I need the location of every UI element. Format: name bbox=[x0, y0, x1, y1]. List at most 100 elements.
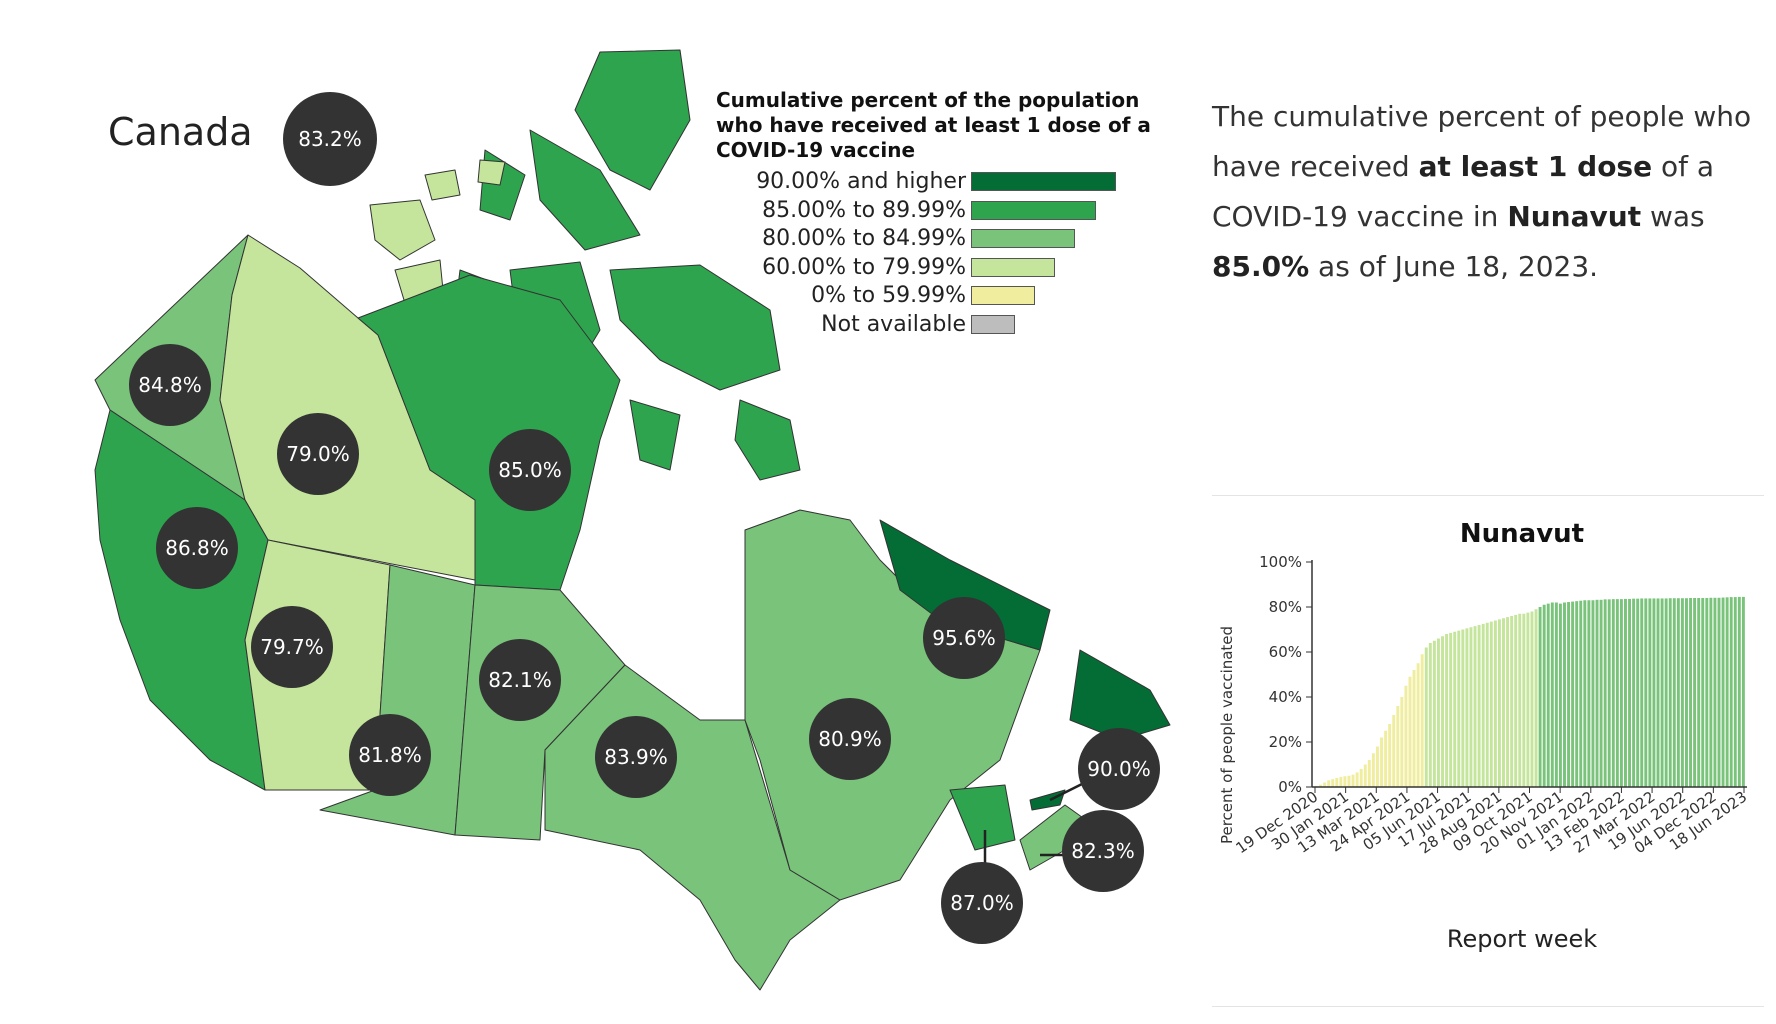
chart-bar bbox=[1465, 628, 1469, 788]
chart-bar bbox=[1575, 601, 1579, 787]
chart-bar bbox=[1644, 598, 1648, 787]
chart-bar bbox=[1457, 630, 1461, 788]
svg-text:95.6%: 95.6% bbox=[932, 626, 996, 650]
chart-bar bbox=[1697, 598, 1701, 787]
badge-newfoundland-labrador: 95.6% bbox=[923, 597, 1005, 679]
chart-bar bbox=[1371, 753, 1375, 787]
chart-bar bbox=[1530, 611, 1534, 787]
chart-bar bbox=[1506, 617, 1510, 788]
chart-bar bbox=[1611, 599, 1615, 788]
summary-text: The cumulative percent of people who hav… bbox=[1212, 92, 1764, 292]
chart-bar bbox=[1526, 612, 1530, 788]
chart-bar bbox=[1449, 632, 1453, 788]
chart-bar bbox=[1408, 676, 1412, 787]
chart-bar bbox=[1583, 600, 1587, 787]
svg-text:79.0%: 79.0% bbox=[286, 442, 350, 466]
y-tick-label: 60% bbox=[1269, 643, 1302, 661]
chart-bar bbox=[1607, 599, 1611, 787]
chart-bar bbox=[1534, 609, 1538, 787]
chart-bar bbox=[1636, 598, 1640, 787]
chart-bar bbox=[1331, 779, 1335, 788]
region-newfoundland-island[interactable] bbox=[1069, 649, 1171, 741]
chart-bar bbox=[1514, 614, 1518, 788]
region-new-brunswick[interactable] bbox=[949, 784, 1016, 851]
badge-nunavut: 85.0% bbox=[489, 429, 571, 511]
chart-bar bbox=[1453, 631, 1457, 787]
legend-swatch bbox=[971, 200, 1096, 220]
y-tick-label: 100% bbox=[1259, 553, 1302, 571]
chart-bar bbox=[1510, 616, 1514, 787]
y-tick-label: 40% bbox=[1269, 688, 1302, 706]
svg-text:90.0%: 90.0% bbox=[1087, 757, 1151, 781]
chart-bar bbox=[1693, 598, 1697, 787]
chart-bar bbox=[1729, 597, 1733, 787]
chart-bar bbox=[1347, 775, 1351, 787]
chart-bar bbox=[1436, 638, 1440, 787]
region-british-columbia[interactable] bbox=[94, 409, 269, 791]
chart-bar bbox=[1367, 760, 1371, 787]
chart-bar bbox=[1518, 613, 1522, 787]
legend-row: 90.00% and higher bbox=[716, 167, 1156, 196]
badge-new-brunswick: 87.0% bbox=[941, 862, 1023, 944]
summary-bold: at least 1 dose bbox=[1418, 150, 1653, 183]
summary-part: as of June 18, 2023. bbox=[1309, 250, 1599, 283]
chart-bar bbox=[1741, 596, 1745, 788]
svg-text:85.0%: 85.0% bbox=[498, 458, 562, 482]
chart-bar bbox=[1392, 715, 1396, 787]
legend-row: 80.00% to 84.99% bbox=[716, 224, 1156, 253]
chart-bar bbox=[1380, 737, 1383, 787]
region-quebec[interactable] bbox=[744, 509, 1041, 901]
y-tick-label: 20% bbox=[1269, 733, 1302, 751]
legend-row: 0% to 59.99% bbox=[716, 281, 1156, 310]
chart-bar bbox=[1461, 629, 1465, 787]
chart-bar bbox=[1351, 774, 1355, 788]
chart-bar bbox=[1624, 598, 1627, 787]
summary-part: The cumulative percent of people who hav… bbox=[1212, 100, 1752, 183]
divider-bottom bbox=[1212, 1006, 1764, 1007]
chart-bar bbox=[1717, 597, 1721, 787]
chart-bar bbox=[1721, 597, 1725, 787]
badge-prince-edward-island: 90.0% bbox=[1078, 728, 1160, 810]
chart-bar bbox=[1404, 685, 1408, 787]
chart-bars bbox=[1315, 596, 1745, 788]
chart-bar bbox=[1680, 598, 1684, 787]
chart-bar bbox=[1737, 596, 1741, 788]
legend-row: Not available bbox=[716, 310, 1156, 339]
badge-nova-scotia: 82.3% bbox=[1062, 810, 1144, 892]
chart-bar bbox=[1327, 780, 1331, 787]
chart-bar bbox=[1595, 599, 1599, 787]
legend-label: 60.00% to 79.99% bbox=[762, 254, 966, 280]
chart-bar bbox=[1567, 602, 1571, 787]
summary-bold: Nunavut bbox=[1507, 200, 1642, 233]
canada-label: Canada bbox=[108, 110, 253, 154]
chart-bar bbox=[1502, 618, 1505, 787]
chart-bar bbox=[1554, 602, 1558, 787]
summary-bold: 85.0% bbox=[1212, 250, 1310, 283]
legend-label: Not available bbox=[821, 311, 966, 337]
badge-alberta: 79.7% bbox=[251, 606, 333, 688]
chart-bar bbox=[1489, 621, 1493, 788]
chart-bar bbox=[1648, 598, 1652, 787]
badge-manitoba: 82.1% bbox=[479, 639, 561, 721]
chart-bar bbox=[1591, 600, 1595, 787]
chart-bar bbox=[1424, 647, 1428, 787]
chart-bar bbox=[1420, 654, 1424, 787]
chart-bar bbox=[1416, 663, 1420, 787]
chart-x-axis-label: Report week bbox=[1447, 925, 1597, 953]
chart-bar bbox=[1485, 622, 1489, 787]
region-prince-edward-island[interactable] bbox=[1029, 789, 1066, 811]
chart-bar bbox=[1615, 599, 1619, 788]
chart-bar bbox=[1400, 697, 1404, 787]
region-nunavut[interactable] bbox=[357, 274, 621, 591]
legend-label: 85.00% to 89.99% bbox=[762, 197, 966, 223]
chart-bar bbox=[1538, 607, 1542, 787]
chart-bar bbox=[1319, 784, 1322, 787]
chart-bar bbox=[1339, 776, 1343, 788]
legend-swatch bbox=[971, 229, 1075, 248]
svg-text:87.0%: 87.0% bbox=[950, 891, 1014, 915]
chart-bar bbox=[1685, 598, 1688, 787]
region-newfoundland-labrador[interactable] bbox=[879, 519, 1051, 651]
legend-label: 0% to 59.99% bbox=[811, 283, 966, 308]
